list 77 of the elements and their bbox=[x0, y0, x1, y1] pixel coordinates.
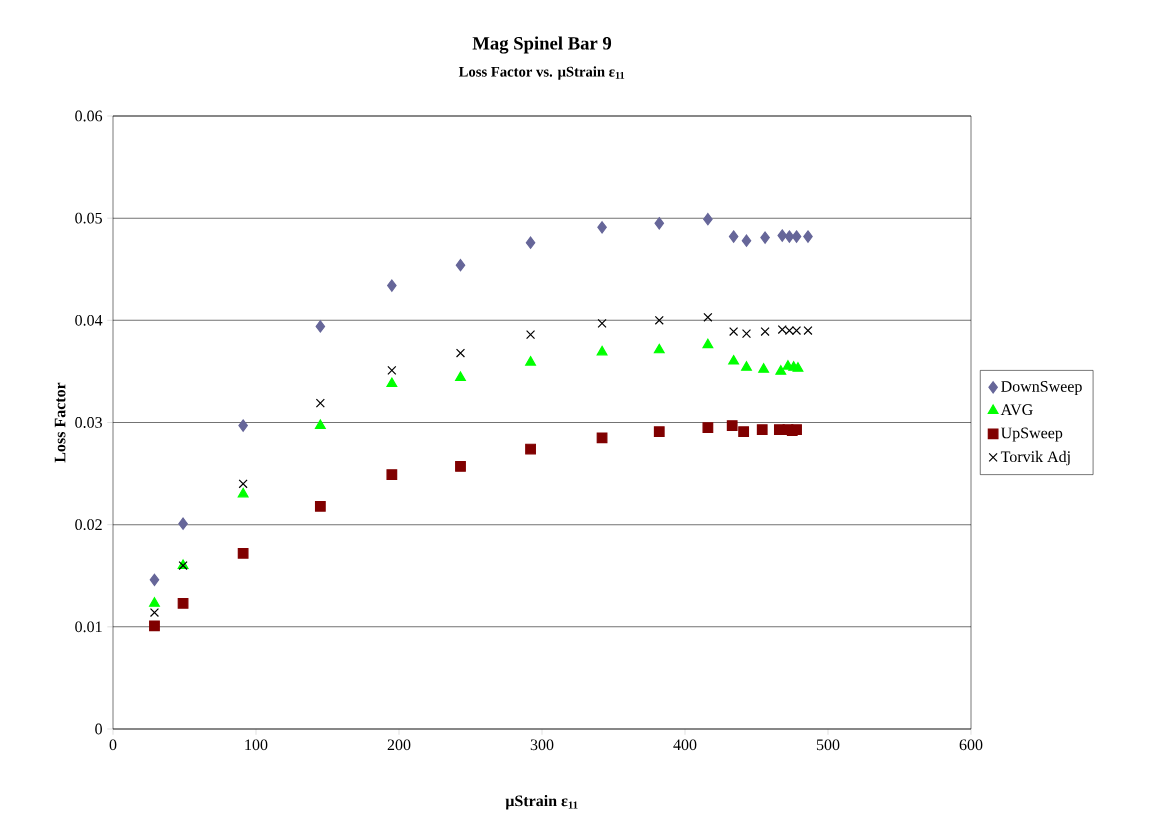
point bbox=[653, 426, 665, 438]
point bbox=[738, 426, 750, 438]
y-tick-label: 0.02 bbox=[75, 519, 102, 531]
legend-label: Torvik Adj bbox=[1000, 450, 1070, 466]
point bbox=[596, 432, 608, 444]
y-tick-label: 0.06 bbox=[75, 110, 103, 122]
y-tick-label: 0.01 bbox=[75, 621, 102, 633]
x-tick-label: 0 bbox=[109, 739, 117, 751]
point bbox=[803, 325, 813, 336]
point bbox=[654, 315, 664, 325]
point bbox=[760, 327, 770, 337]
point bbox=[177, 597, 189, 609]
point bbox=[525, 356, 537, 366]
point bbox=[315, 320, 326, 333]
point bbox=[525, 236, 536, 249]
point bbox=[597, 221, 607, 234]
y-tick-label: 0.05 bbox=[75, 212, 102, 224]
y-tick-label: 0.03 bbox=[75, 417, 102, 428]
x-tick-label: 400 bbox=[673, 739, 697, 751]
point bbox=[238, 419, 248, 432]
point bbox=[455, 461, 466, 472]
point bbox=[596, 345, 608, 356]
point bbox=[775, 365, 787, 375]
point bbox=[237, 547, 249, 559]
x-axis-title: μStrain ε$_{11}$ bbox=[505, 795, 578, 810]
point bbox=[525, 443, 536, 455]
point bbox=[149, 607, 160, 618]
point bbox=[386, 377, 398, 388]
point bbox=[597, 318, 607, 328]
point bbox=[703, 212, 713, 226]
point bbox=[314, 500, 326, 512]
point bbox=[386, 469, 398, 481]
legend-label: AVG bbox=[1000, 404, 1033, 416]
point bbox=[654, 217, 665, 230]
point bbox=[703, 312, 713, 322]
point bbox=[803, 230, 813, 243]
point bbox=[702, 338, 714, 349]
x-tick-label: 100 bbox=[245, 739, 268, 751]
point bbox=[741, 361, 752, 371]
point bbox=[760, 231, 770, 244]
x-tick-label: 600 bbox=[959, 739, 983, 751]
point bbox=[387, 365, 397, 375]
point bbox=[653, 343, 665, 354]
point bbox=[741, 329, 752, 339]
point bbox=[758, 363, 770, 373]
point bbox=[792, 362, 804, 372]
point bbox=[729, 327, 739, 337]
point bbox=[728, 355, 740, 365]
point bbox=[237, 487, 249, 498]
point bbox=[314, 419, 326, 429]
point bbox=[455, 348, 466, 358]
point bbox=[178, 517, 188, 530]
point bbox=[387, 279, 397, 292]
point bbox=[315, 398, 325, 408]
point bbox=[702, 422, 714, 434]
chart-subtitle: Loss Factor vs. μStrain ε$_{11}$ bbox=[458, 66, 625, 80]
point bbox=[149, 597, 160, 607]
y-axis-title: Loss Factor bbox=[54, 382, 66, 463]
point bbox=[756, 424, 768, 436]
point bbox=[791, 424, 802, 436]
point bbox=[149, 573, 160, 587]
point bbox=[455, 371, 466, 381]
point bbox=[455, 258, 466, 272]
y-tick-label: 0.04 bbox=[75, 314, 103, 326]
x-tick-label: 200 bbox=[387, 739, 411, 751]
legend-label: UpSweep bbox=[1000, 427, 1063, 442]
x-tick-label: 300 bbox=[530, 739, 554, 751]
point bbox=[726, 420, 738, 431]
chart-title: Mag Spinel Bar 9 bbox=[472, 36, 612, 54]
point bbox=[526, 330, 536, 340]
point bbox=[728, 230, 739, 243]
legend-label: DownSweep bbox=[1001, 381, 1082, 396]
point bbox=[238, 479, 248, 489]
x-tick-label: 500 bbox=[816, 739, 840, 751]
point bbox=[149, 620, 160, 632]
point bbox=[741, 234, 752, 247]
y-tick-label: 0 bbox=[95, 723, 102, 735]
